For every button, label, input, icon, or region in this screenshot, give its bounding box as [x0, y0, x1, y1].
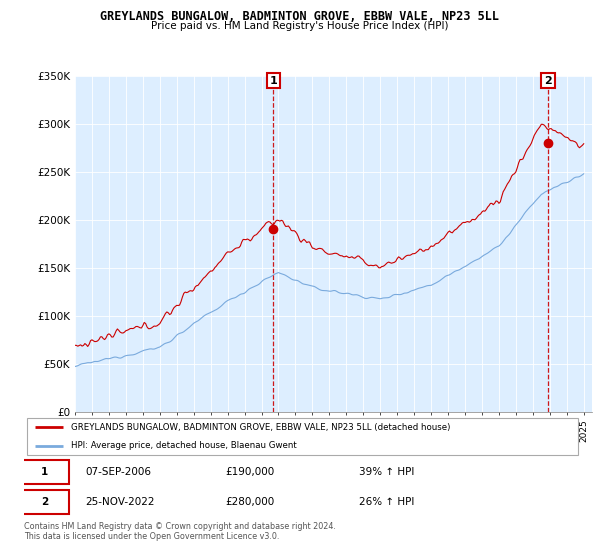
Text: 2: 2: [41, 497, 48, 507]
Text: 1: 1: [41, 467, 48, 477]
FancyBboxPatch shape: [27, 418, 578, 455]
Text: £190,000: £190,000: [225, 467, 274, 477]
Text: 2: 2: [544, 76, 552, 86]
Text: 26% ↑ HPI: 26% ↑ HPI: [359, 497, 414, 507]
Text: Contains HM Land Registry data © Crown copyright and database right 2024.
This d: Contains HM Land Registry data © Crown c…: [24, 522, 336, 542]
Text: £280,000: £280,000: [225, 497, 274, 507]
Text: 39% ↑ HPI: 39% ↑ HPI: [359, 467, 414, 477]
FancyBboxPatch shape: [21, 460, 68, 484]
Text: HPI: Average price, detached house, Blaenau Gwent: HPI: Average price, detached house, Blae…: [71, 441, 297, 450]
Text: GREYLANDS BUNGALOW, BADMINTON GROVE, EBBW VALE, NP23 5LL (detached house): GREYLANDS BUNGALOW, BADMINTON GROVE, EBB…: [71, 423, 451, 432]
Text: 1: 1: [269, 76, 277, 86]
FancyBboxPatch shape: [21, 490, 68, 515]
Text: Price paid vs. HM Land Registry's House Price Index (HPI): Price paid vs. HM Land Registry's House …: [151, 21, 449, 31]
Text: 07-SEP-2006: 07-SEP-2006: [85, 467, 151, 477]
Text: 25-NOV-2022: 25-NOV-2022: [85, 497, 155, 507]
Text: GREYLANDS BUNGALOW, BADMINTON GROVE, EBBW VALE, NP23 5LL: GREYLANDS BUNGALOW, BADMINTON GROVE, EBB…: [101, 10, 499, 23]
